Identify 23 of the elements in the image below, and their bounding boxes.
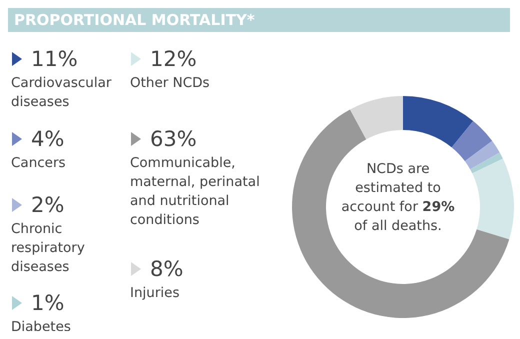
legend-label: Cancers bbox=[11, 154, 67, 173]
legend-label: Diabetes bbox=[11, 318, 72, 333]
donut-slice bbox=[292, 109, 510, 318]
legend-label: Communicable, maternal, perinatal and nutritional conditions bbox=[130, 154, 261, 230]
data-label: 63% bbox=[150, 127, 197, 151]
chart-title: PROPORTIONAL MORTALITY* bbox=[8, 8, 510, 32]
data-label: 4% bbox=[31, 127, 64, 151]
data-label: 11% bbox=[31, 47, 78, 71]
legend-label: Other NCDs bbox=[130, 74, 211, 93]
donut-slice bbox=[350, 96, 403, 140]
data-label: 8% bbox=[150, 257, 184, 281]
donut-slice bbox=[452, 120, 492, 162]
text: NCDs are estimated to account for 29% of all deaths. bbox=[341, 161, 455, 234]
data-label: 1% bbox=[31, 291, 64, 315]
data-label: 2% bbox=[31, 193, 64, 217]
legend-label: Chronic respiratory diseases bbox=[11, 220, 86, 277]
donut-slice bbox=[472, 158, 514, 240]
legend-label: Cardiovascular diseases bbox=[11, 74, 112, 112]
donut-slice bbox=[403, 96, 474, 148]
data-label: 12% bbox=[150, 47, 197, 71]
donut-slice bbox=[470, 152, 503, 174]
donut-slice bbox=[464, 140, 500, 170]
legend-label: Injuries bbox=[130, 284, 180, 303]
